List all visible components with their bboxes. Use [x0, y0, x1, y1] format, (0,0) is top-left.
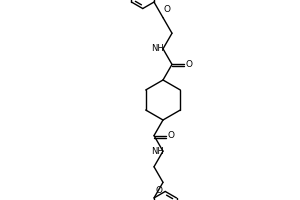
- Text: NH: NH: [152, 147, 164, 156]
- Text: O: O: [155, 186, 162, 195]
- Text: O: O: [185, 60, 193, 69]
- Text: O: O: [164, 5, 171, 14]
- Text: O: O: [167, 131, 175, 140]
- Text: NH: NH: [152, 44, 164, 53]
